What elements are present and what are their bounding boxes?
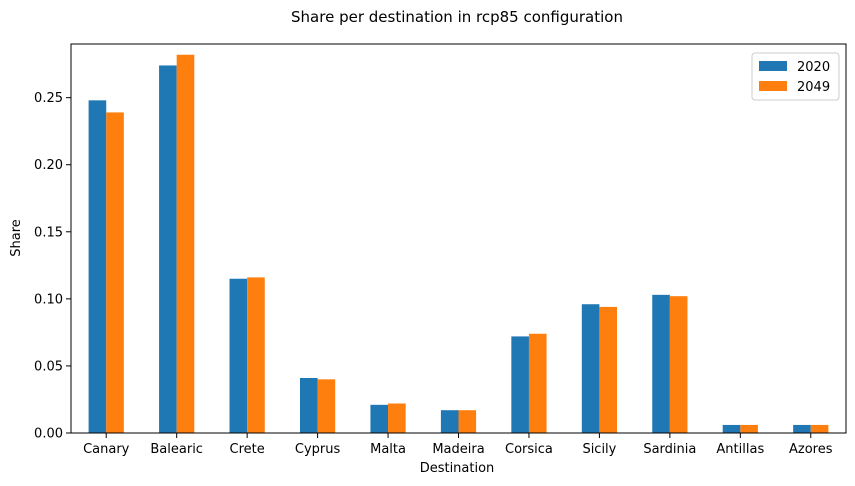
bar-2049-malta: [388, 403, 406, 433]
y-tick-label: 0.10: [34, 292, 63, 307]
y-tick-label: 0.00: [34, 427, 63, 442]
y-tick-label: 0.25: [34, 91, 63, 106]
y-axis-label: Share: [9, 219, 24, 257]
bar-2049-crete: [247, 277, 265, 433]
x-tick-label: Azores: [789, 442, 833, 457]
x-axis-label: Destination: [420, 461, 495, 476]
bar-2020-cyprus: [299, 378, 318, 433]
x-tick-label: Corsica: [505, 442, 553, 457]
y-tick-label: 0.20: [34, 158, 63, 173]
bar-2049-sicily: [599, 306, 618, 433]
chart-title: Share per destination in rcp85 configura…: [291, 8, 623, 26]
bar-2049-antillas: [740, 424, 758, 433]
x-tick-label: Balearic: [150, 442, 203, 457]
bar-2020-madeira: [440, 410, 459, 433]
x-tick-label: Madeira: [432, 442, 484, 457]
bar-2049-canary: [106, 112, 124, 433]
x-tick-label: Crete: [230, 442, 265, 457]
y-tick-label: 0.05: [34, 359, 63, 374]
bar-2020-corsica: [511, 336, 529, 433]
legend-swatch-2020: [759, 61, 787, 71]
legend-label-2020: 2020: [797, 60, 830, 75]
y-tick-label: 0.15: [34, 225, 63, 240]
x-tick-label: Sicily: [582, 442, 616, 457]
legend-label-2049: 2049: [797, 80, 830, 95]
plot-frame: [70, 43, 847, 434]
bar-2049-sardinia: [669, 296, 688, 433]
bar-2020-balearic: [159, 65, 177, 434]
bar-2020-malta: [370, 404, 389, 433]
bars-group: [88, 54, 829, 434]
bar-2049-corsica: [528, 333, 547, 433]
bar-2020-sicily: [581, 304, 600, 433]
bar-2049-madeira: [458, 410, 477, 433]
bar-2020-antillas: [722, 424, 741, 433]
x-axis: Canary Balearic Crete Cyprus Malta Madeira Cor…: [83, 433, 833, 457]
x-tick-label: Malta: [370, 442, 406, 457]
x-tick-label: Cyprus: [295, 442, 341, 457]
bar-2020-sardinia: [652, 294, 670, 433]
x-tick-label: Canary: [83, 442, 130, 457]
bar-2049-balearic: [176, 54, 195, 433]
bar-2020-azores: [793, 424, 811, 433]
y-axis: 0.00 0.05 0.10 0.15 0.20 0.25: [34, 91, 71, 442]
legend-swatch-2049: [759, 81, 787, 91]
x-tick-label: Antillas: [716, 442, 764, 457]
legend: 2020 2049: [751, 52, 840, 101]
bar-2020-canary: [88, 100, 107, 433]
bar-2020-crete: [229, 278, 248, 433]
bar-2049-cyprus: [317, 379, 336, 433]
bar-2049-azores: [810, 424, 829, 433]
x-tick-label: Sardinia: [643, 442, 696, 457]
